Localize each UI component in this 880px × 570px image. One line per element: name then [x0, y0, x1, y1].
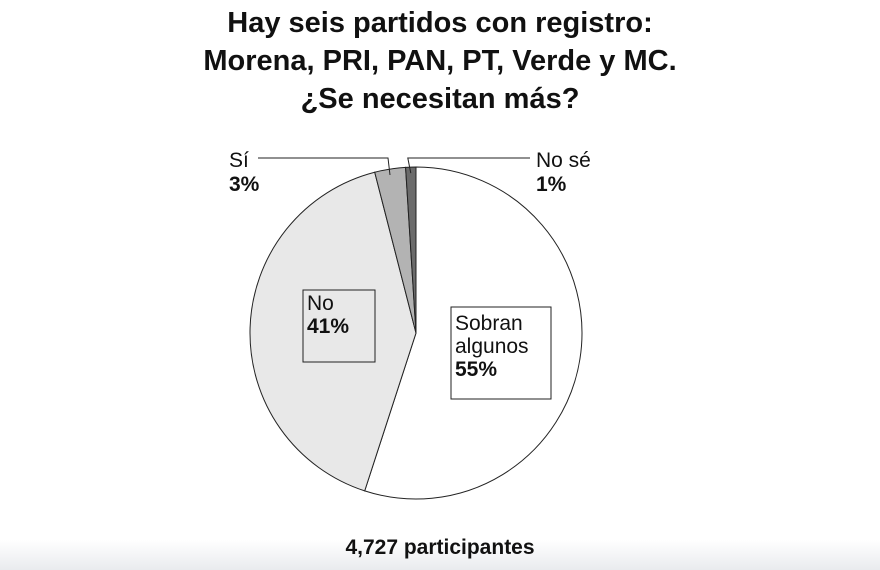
slice-label-no: No 41% [307, 292, 349, 338]
title-line: Morena, PRI, PAN, PT, Verde y MC. [203, 45, 677, 77]
leader-line-si [258, 157, 391, 176]
slice-label-sobran-algunos: Sobran algunos 55% [455, 312, 529, 381]
title-line: ¿Se necesitan más? [300, 83, 580, 115]
pie-slice-no [249, 171, 417, 492]
chart-title: Hay seis partidos con registro: Morena, … [0, 4, 880, 118]
footer-band [0, 540, 880, 570]
leader-line-no-se [407, 157, 530, 174]
participants-count: 4,727 participantes [345, 536, 535, 559]
label-box-sobran-algunos [450, 306, 552, 400]
title-line: Hay seis partidos con registro: [227, 7, 653, 39]
pie-slice-sobran-algunos [364, 166, 583, 500]
slice-label-si: Sí 3% [229, 149, 260, 196]
slice-label-no-se: No sé 1% [536, 149, 591, 196]
pie-slice-no-se [405, 166, 417, 334]
label-box-no [302, 289, 376, 363]
